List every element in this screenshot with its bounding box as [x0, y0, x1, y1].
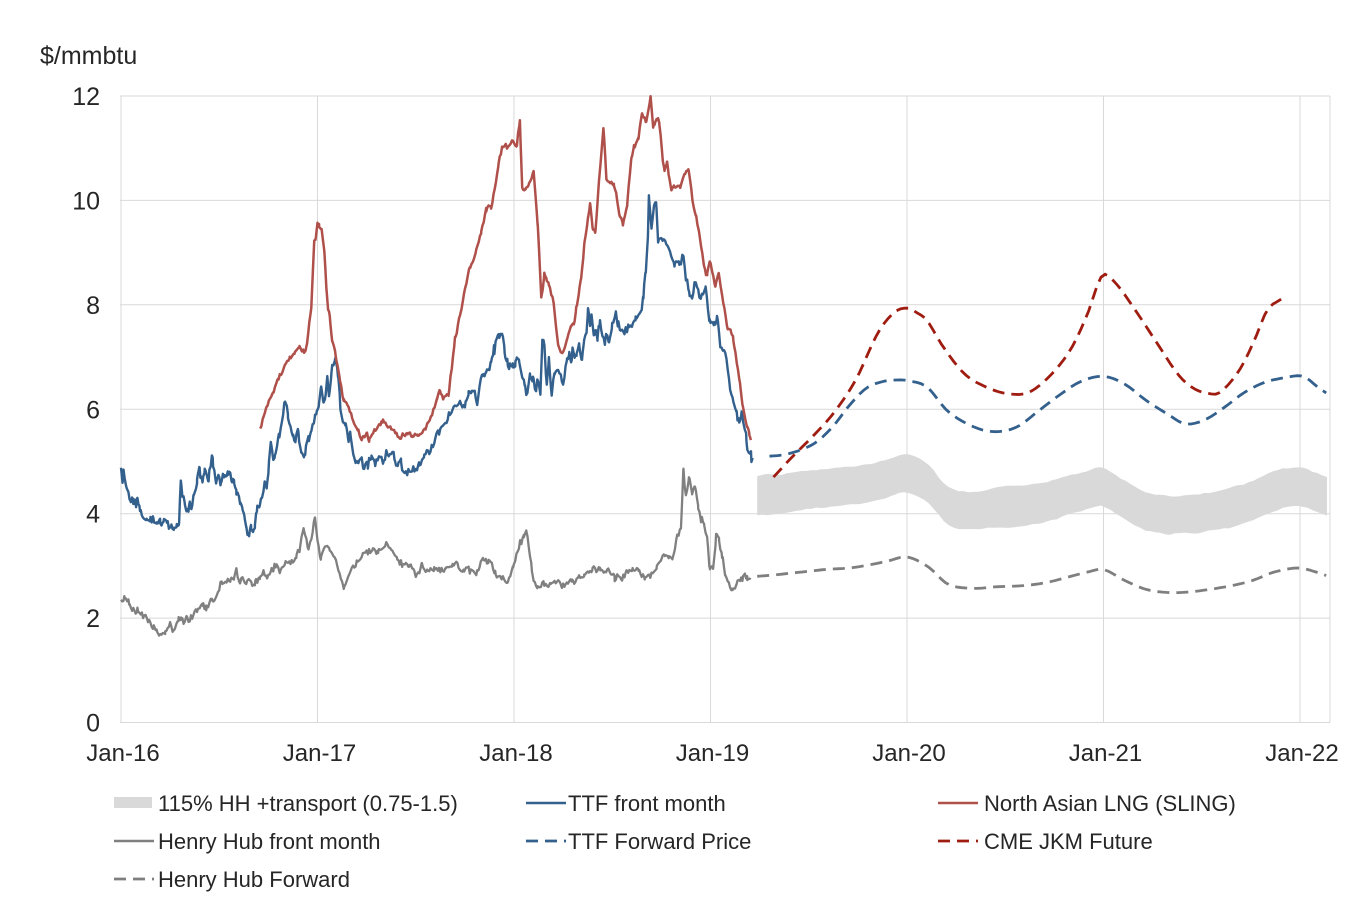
svg-text:115% HH +transport (0.75-1.5): 115% HH +transport (0.75-1.5) [158, 791, 458, 816]
svg-text:2: 2 [86, 605, 100, 633]
svg-text:TTF Forward Price: TTF Forward Price [568, 829, 751, 854]
svg-text:Jan-20: Jan-20 [872, 740, 945, 767]
svg-text:Jan-21: Jan-21 [1069, 740, 1142, 767]
svg-text:0: 0 [86, 710, 100, 738]
svg-text:Jan-17: Jan-17 [283, 740, 356, 767]
svg-text:12: 12 [72, 83, 100, 111]
svg-text:Henry Hub Forward: Henry Hub Forward [158, 867, 350, 892]
svg-text:TTF front month: TTF front month [568, 791, 726, 816]
svg-text:Jan-22: Jan-22 [1265, 740, 1338, 767]
svg-text:6: 6 [86, 396, 100, 424]
svg-text:4: 4 [86, 501, 100, 529]
svg-text:North Asian LNG (SLING): North Asian LNG (SLING) [984, 791, 1236, 816]
svg-text:$/mmbtu: $/mmbtu [40, 42, 137, 70]
svg-text:Jan-19: Jan-19 [676, 740, 749, 767]
svg-text:8: 8 [86, 292, 100, 320]
svg-text:Jan-18: Jan-18 [479, 740, 552, 767]
svg-text:Jan-16: Jan-16 [86, 740, 159, 767]
svg-text:CME JKM Future: CME JKM Future [984, 829, 1153, 854]
svg-text:Henry Hub front month: Henry Hub front month [158, 829, 381, 854]
svg-text:10: 10 [72, 187, 100, 215]
